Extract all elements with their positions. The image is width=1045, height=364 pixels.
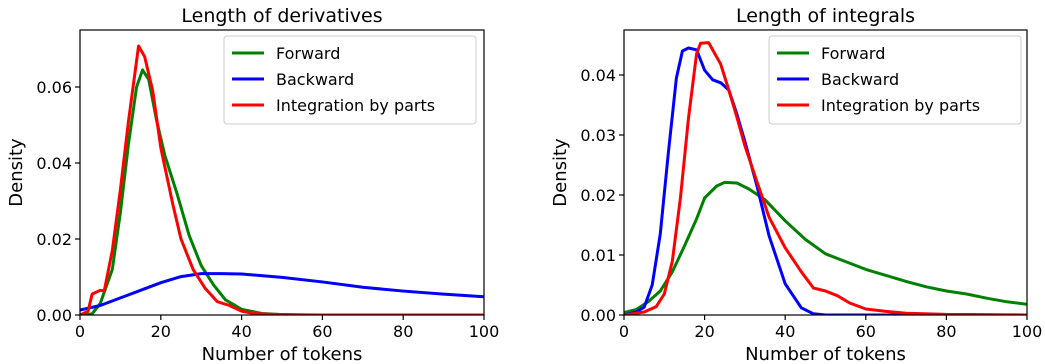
chart-title: Length of integrals bbox=[736, 5, 915, 27]
legend-label: Integration by parts bbox=[276, 96, 435, 115]
chart-1: 0 20 40 60 80 100 0.00 0.02 0.04 0.06 Length of de… bbox=[6, 5, 499, 364]
y-tick-label: 0.04 bbox=[36, 154, 72, 173]
legend-box bbox=[223, 35, 477, 125]
chart-title: Length of derivatives bbox=[181, 5, 382, 27]
legend: Forward Backward Integration by parts bbox=[768, 35, 1022, 125]
legend: Forward Backward Integration by parts bbox=[223, 35, 477, 125]
x-tick-label: 80 bbox=[393, 322, 413, 341]
y-tick-label: 0.02 bbox=[36, 230, 72, 249]
series-line-backward bbox=[80, 272, 484, 312]
y-tick-label: 0.00 bbox=[580, 306, 616, 325]
x-tick-label: 60 bbox=[312, 322, 332, 341]
x-tick-label: 40 bbox=[231, 322, 251, 341]
x-tick-label: 60 bbox=[856, 322, 876, 341]
chart-2: 0 20 40 60 80 100 0.00 0.01 0.02 0.03 0.04 Length o… bbox=[550, 5, 1042, 364]
plot-frame bbox=[623, 29, 1028, 316]
legend-label: Backward bbox=[821, 70, 899, 89]
y-tick-label: 0.01 bbox=[580, 246, 616, 265]
x-tick-label: 40 bbox=[775, 322, 795, 341]
legend-box bbox=[768, 35, 1022, 125]
legend-label: Integration by parts bbox=[821, 96, 980, 115]
x-tick-label: 0 bbox=[619, 322, 629, 341]
legend-label: Backward bbox=[276, 70, 354, 89]
series-line-integration-by-parts bbox=[624, 41, 1027, 315]
y-tick-label: 0.06 bbox=[36, 78, 72, 97]
series-line-forward bbox=[624, 180, 1027, 315]
x-tick-label: 0 bbox=[75, 322, 85, 341]
x-axis-label: Number of tokens bbox=[745, 344, 906, 364]
y-tick-label: 0.03 bbox=[580, 126, 616, 145]
plot-frame bbox=[79, 29, 485, 316]
x-tick-label: 100 bbox=[1012, 322, 1043, 341]
x-tick-label: 100 bbox=[469, 322, 500, 341]
series-line-backward bbox=[624, 46, 1027, 315]
y-tick-label: 0.02 bbox=[580, 186, 616, 205]
y-tick-label: 0.00 bbox=[36, 306, 72, 325]
legend-label: Forward bbox=[276, 44, 340, 63]
y-axis-label: Density bbox=[550, 138, 571, 207]
legend-label: Forward bbox=[821, 44, 885, 63]
y-axis-label: Density bbox=[6, 138, 27, 207]
x-tick-label: 20 bbox=[151, 322, 171, 341]
x-tick-label: 80 bbox=[936, 322, 956, 341]
x-axis-label: Number of tokens bbox=[202, 344, 363, 364]
series-line-integration-by-parts bbox=[80, 44, 484, 315]
y-tick-label: 0.04 bbox=[580, 66, 616, 85]
x-tick-label: 20 bbox=[694, 322, 714, 341]
